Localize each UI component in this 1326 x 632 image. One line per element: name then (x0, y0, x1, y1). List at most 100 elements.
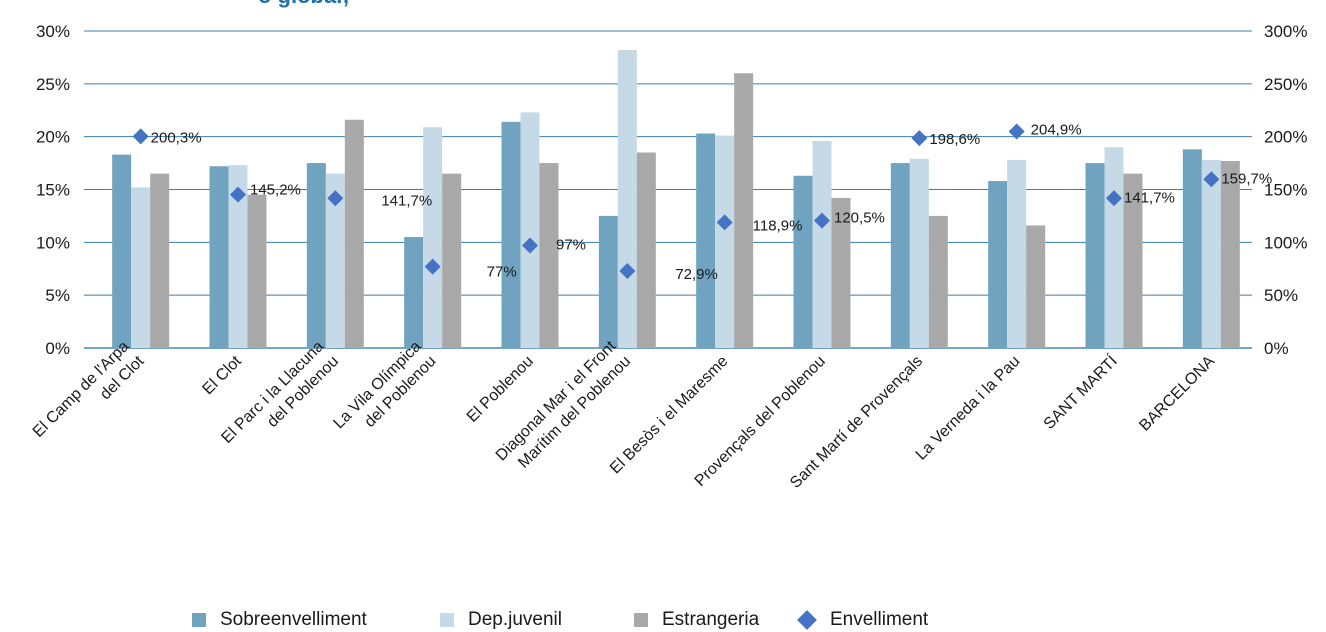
x-category-line: BARCELONA (1136, 353, 1218, 435)
legend-label: Sobreenvelliment (220, 609, 367, 630)
x-category-line: El Poblenou (464, 353, 537, 426)
y-right-tick-label: 300% (1264, 22, 1307, 41)
bar-dep-juvenil (325, 173, 345, 348)
bar-estrangeria (734, 73, 754, 349)
y-left-tick-label: 5% (45, 286, 70, 305)
legend-item-estrangeria: Estrangeria (634, 608, 759, 632)
bar-estrangeria (1123, 173, 1143, 348)
bar-sobreenvelliment (404, 237, 424, 348)
legend: Sobreenvelliment Dep.juvenil Estrangeria… (0, 608, 1326, 632)
x-category-line: Diagonal Mar i el Front (493, 338, 620, 465)
x-category-label: La Verneda i la Pau (913, 353, 1024, 464)
envelliment-data-label: 159,7% (1221, 170, 1272, 187)
envelliment-data-label: 200,3% (151, 129, 202, 146)
envelliment-data-label: 120,5% (834, 210, 885, 227)
bar-estrangeria (150, 173, 170, 348)
legend-swatch-square (440, 613, 454, 627)
x-category-label: SANT MARTÍ (1039, 351, 1121, 433)
bar-sobreenvelliment (890, 163, 910, 348)
legend-item-sobreenvelliment: Sobreenvelliment (192, 608, 367, 632)
bar-sobreenvelliment (696, 133, 716, 348)
envelliment-data-label: 141,7% (1124, 189, 1175, 206)
envelliment-diamond (619, 262, 636, 279)
envelliment-diamond (132, 128, 149, 145)
envelliment-data-label: 77% (487, 264, 517, 281)
bar-dep-juvenil (617, 50, 637, 349)
envelliment-data-label: 145,2% (250, 182, 301, 199)
bar-dep-juvenil (1104, 147, 1124, 348)
chart-title-fragment: o global; (258, 0, 350, 8)
envelliment-data-label: 141,7% (381, 192, 432, 209)
envelliment-diamond (814, 212, 830, 229)
y-axis-left: 0% 5% 10% 15% 20% 25% 30% (36, 22, 70, 358)
bar-sobreenvelliment (112, 154, 132, 348)
envelliment-diamond (911, 130, 928, 147)
bar-dep-juvenil (423, 127, 443, 348)
bar-dep-juvenil (1007, 159, 1027, 348)
envelliment-data-label: 204,9% (1031, 121, 1082, 138)
envelliment-diamond (1203, 171, 1220, 188)
envelliment-points: 200,3% 145,2% 141,7% 77% 97% 72,9% 118,9% 120,5… (132, 121, 1272, 283)
bar-estrangeria (636, 152, 656, 348)
bar-dep-juvenil (131, 187, 151, 348)
y-right-tick-label: 200% (1264, 128, 1307, 147)
legend-diamond-icon (797, 610, 817, 630)
bar-sobreenvelliment (1182, 149, 1202, 348)
y-right-tick-label: 100% (1264, 233, 1307, 252)
y-axis-right: 0% 50% 100% 150% 200% 250% 300% (1264, 22, 1307, 358)
envelliment-data-label: 72,9% (675, 266, 718, 283)
y-left-tick-label: 25% (36, 75, 70, 94)
envelliment-data-label: 97% (556, 237, 586, 254)
envelliment-diamond (716, 214, 733, 231)
gridlines (84, 30, 1252, 349)
x-category-line: La Verneda i la Pau (913, 353, 1024, 464)
bar-estrangeria (442, 173, 462, 348)
legend-swatch-square (192, 613, 206, 627)
y-left-tick-label: 30% (36, 22, 70, 41)
envelliment-diamond (424, 258, 441, 275)
bar-estrangeria (247, 194, 267, 348)
envelliment-diamond (1106, 190, 1122, 207)
legend-label: Envelliment (830, 609, 929, 630)
envelliment-diamond (327, 190, 344, 207)
bar-sobreenvelliment (306, 163, 326, 348)
x-category-label: El Clot (199, 352, 245, 398)
x-category-line: SANT MARTÍ (1039, 351, 1121, 433)
y-right-tick-label: 250% (1264, 75, 1307, 94)
bar-sobreenvelliment (501, 121, 521, 348)
legend-label: Dep.juvenil (468, 609, 562, 630)
legend-item-dep-juvenil: Dep.juvenil (440, 608, 562, 632)
bar-sobreenvelliment (793, 175, 813, 348)
y-left-tick-label: 15% (36, 181, 70, 200)
bar-sobreenvelliment (988, 181, 1008, 348)
legend-label: Estrangeria (662, 609, 760, 630)
y-left-tick-label: 10% (36, 233, 70, 252)
y-right-tick-label: 50% (1264, 286, 1298, 305)
bar-sobreenvelliment (1085, 163, 1105, 348)
bar-dep-juvenil (812, 140, 832, 348)
legend-swatch-square (634, 613, 648, 627)
bar-estrangeria (1220, 160, 1240, 348)
bar-sobreenvelliment (598, 215, 618, 348)
envelliment-diamond (230, 186, 246, 203)
bar-estrangeria (1026, 225, 1046, 348)
bar-estrangeria (928, 215, 948, 348)
x-category-label: El Poblenou (464, 353, 537, 426)
x-category-line: El Clot (199, 352, 245, 398)
bar-estrangeria (539, 163, 559, 348)
y-right-tick-label: 0% (1264, 339, 1289, 358)
y-right-tick-label: 150% (1264, 181, 1307, 200)
envelliment-data-label: 118,9% (753, 217, 803, 234)
envelliment-data-label: 198,6% (929, 131, 980, 148)
bar-estrangeria (344, 119, 364, 348)
bar-dep-juvenil (715, 135, 735, 348)
legend-item-envelliment: Envelliment (797, 608, 929, 632)
envelliment-diamond (1008, 123, 1025, 140)
bar-dep-juvenil (1201, 159, 1221, 348)
bar-dep-juvenil (228, 165, 248, 348)
bar-estrangeria (831, 197, 851, 348)
